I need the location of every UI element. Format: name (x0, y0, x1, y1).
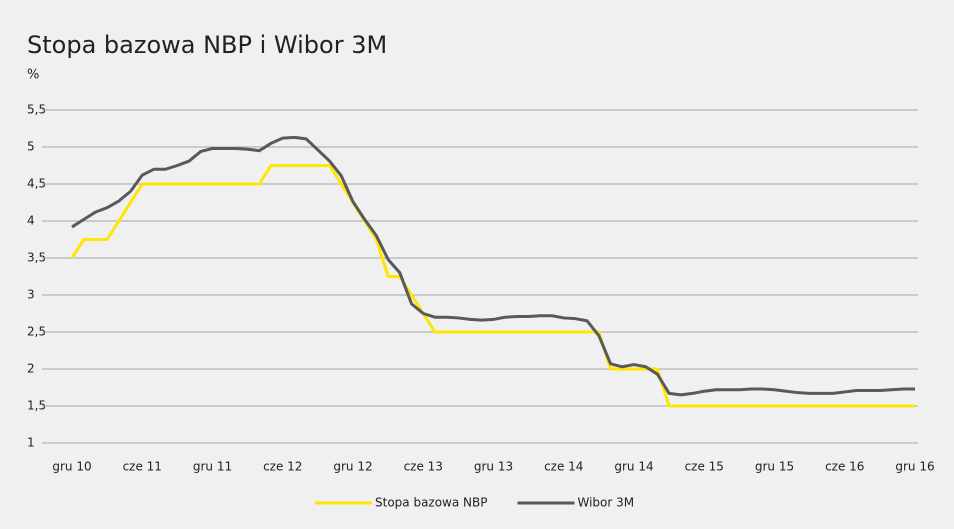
x-tick-label: gru 16 (895, 460, 934, 474)
y-tick-label: 1 (27, 436, 35, 450)
y-tick-label: 2,5 (27, 325, 46, 339)
x-tick-label: cze 15 (685, 460, 724, 474)
line-series (71, 135, 915, 397)
x-tick-label: cze 12 (263, 460, 302, 474)
x-tick-label: gru 14 (614, 460, 653, 474)
x-tick-label: gru 11 (193, 460, 232, 474)
y-tick-label: 2 (27, 362, 35, 376)
y-tick-label: 5 (27, 140, 35, 154)
x-tick-label: gru 12 (333, 460, 372, 474)
line-series (70, 164, 915, 408)
y-tick-label: 4,5 (27, 177, 46, 191)
y-tick-label: 4 (27, 214, 35, 228)
chart-title: Stopa bazowa NBP i Wibor 3M (27, 31, 387, 59)
y-axis-label: % (27, 68, 39, 83)
x-tick-label: cze 14 (544, 460, 583, 474)
x-tick-label: gru 15 (755, 460, 794, 474)
y-tick-label: 3,5 (27, 251, 46, 265)
x-tick-label: cze 16 (825, 460, 864, 474)
x-tick-label: gru 13 (474, 460, 513, 474)
legend-label: Wibor 3M (578, 496, 635, 510)
x-tick-label: cze 11 (123, 460, 162, 474)
y-tick-label: 1,5 (27, 399, 46, 413)
y-tick-label: 3 (27, 288, 35, 302)
x-tick-label: gru 10 (52, 460, 91, 474)
x-tick-label: cze 13 (404, 460, 443, 474)
legend-label: Stopa bazowa NBP (375, 496, 488, 510)
y-tick-label: 5,5 (27, 103, 46, 117)
